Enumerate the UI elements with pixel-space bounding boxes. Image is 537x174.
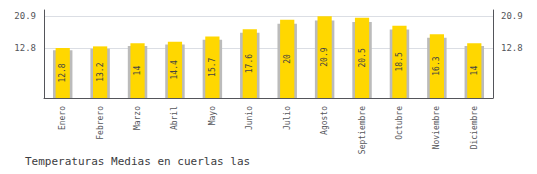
svg-text:Marzo: Marzo <box>133 106 142 130</box>
svg-text:Enero: Enero <box>58 106 67 130</box>
svg-text:Abril: Abril <box>170 106 179 130</box>
svg-text:20.9: 20.9 <box>14 11 36 21</box>
svg-text:Octubre: Octubre <box>395 106 404 140</box>
svg-text:Febrero: Febrero <box>96 106 105 140</box>
svg-text:Mayo: Mayo <box>208 106 217 125</box>
svg-text:14.4: 14.4 <box>170 60 179 79</box>
svg-text:Noviembre: Noviembre <box>432 106 441 150</box>
svg-text:20: 20 <box>283 54 292 64</box>
svg-text:16.3: 16.3 <box>432 56 441 75</box>
svg-text:Junio: Junio <box>245 106 254 130</box>
svg-text:20.9: 20.9 <box>320 47 329 66</box>
svg-text:14: 14 <box>133 66 142 76</box>
svg-text:20.5: 20.5 <box>358 48 367 67</box>
svg-text:12.8: 12.8 <box>58 63 67 82</box>
svg-text:14: 14 <box>470 66 479 76</box>
svg-text:Septiembre: Septiembre <box>358 106 367 154</box>
svg-text:Temperaturas Medias en cuerlas: Temperaturas Medias en cuerlas las <box>25 155 250 168</box>
svg-text:12.8: 12.8 <box>14 43 36 53</box>
svg-text:18.5: 18.5 <box>395 52 404 71</box>
svg-text:20.9: 20.9 <box>501 11 523 21</box>
svg-text:13.2: 13.2 <box>96 62 105 81</box>
svg-text:Julio: Julio <box>283 106 292 130</box>
svg-text:17.6: 17.6 <box>245 54 254 73</box>
svg-text:Diciembre: Diciembre <box>470 106 479 150</box>
svg-text:15.7: 15.7 <box>208 57 217 76</box>
svg-text:12.8: 12.8 <box>501 43 523 53</box>
svg-text:Agosto: Agosto <box>320 106 329 135</box>
